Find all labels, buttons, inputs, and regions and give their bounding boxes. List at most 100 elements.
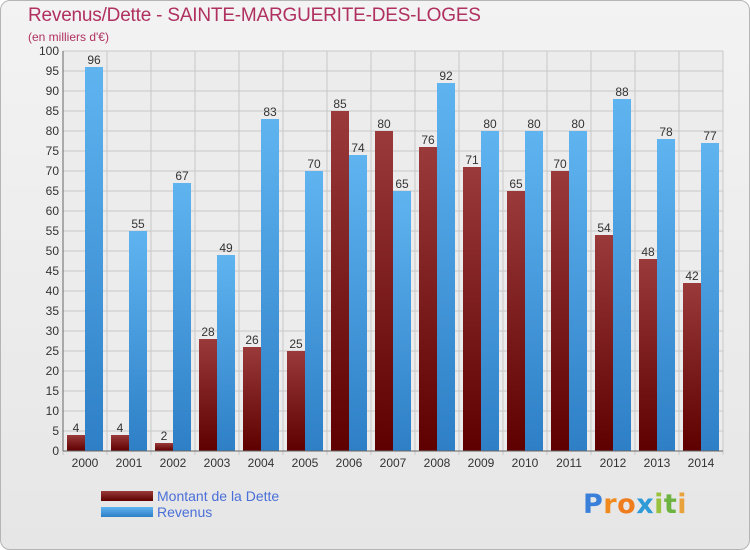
data-label-debt: 85 xyxy=(333,97,347,111)
bar-revenue xyxy=(657,139,675,451)
y-tick-label: 40 xyxy=(46,284,60,298)
bar-debt xyxy=(287,351,305,451)
data-label-debt: 71 xyxy=(465,153,479,167)
label-layer: 4 96 4 55 2 67 28 49 26 83 25 70 85 74 80 65 76 92 71 80 65 8… xyxy=(73,53,717,443)
x-tick-label: 2012 xyxy=(600,456,627,470)
y-tick-label: 85 xyxy=(46,104,60,118)
y-tick-label: 0 xyxy=(52,444,59,458)
y-tick-label: 30 xyxy=(46,324,60,338)
x-tick-label: 2013 xyxy=(644,456,671,470)
data-label-debt: 70 xyxy=(553,157,567,171)
data-label-revenue: 80 xyxy=(571,117,585,131)
data-label-debt: 48 xyxy=(641,245,655,259)
y-tick-label: 90 xyxy=(46,84,60,98)
logo-letter: P xyxy=(583,489,604,520)
y-tick-label: 100 xyxy=(39,44,59,58)
axis-layer: 0 5 10 15 20 25 30 35 40 45 50 55 60 65 70 75 80 85 90 95 10… xyxy=(39,44,723,470)
y-tick-label: 65 xyxy=(46,184,60,198)
x-tick-label: 2005 xyxy=(292,456,319,470)
data-label-revenue: 88 xyxy=(615,85,629,99)
data-label-revenue: 55 xyxy=(131,217,145,231)
y-tick-label: 15 xyxy=(46,384,60,398)
data-label-debt: 65 xyxy=(509,177,523,191)
y-tick-label: 95 xyxy=(46,64,60,78)
logo-letter: i xyxy=(677,489,688,520)
bar-revenue xyxy=(569,131,587,451)
x-tick-label: 2006 xyxy=(336,456,363,470)
y-tick-label: 45 xyxy=(46,264,60,278)
y-tick-label: 5 xyxy=(52,424,59,438)
data-label-revenue: 74 xyxy=(351,141,365,155)
bar-debt xyxy=(243,347,261,451)
data-label-revenue: 67 xyxy=(175,169,189,183)
data-label-revenue: 77 xyxy=(703,129,717,143)
bar-revenue xyxy=(129,231,147,451)
bar-revenue xyxy=(437,83,455,451)
data-label-revenue: 70 xyxy=(307,157,321,171)
data-label-debt: 4 xyxy=(73,421,80,435)
bar-debt xyxy=(683,283,701,451)
bar-layer xyxy=(67,67,719,451)
x-tick-label: 2014 xyxy=(688,456,715,470)
logo-letter: r xyxy=(603,489,618,520)
data-label-revenue: 78 xyxy=(659,125,673,139)
bar-revenue xyxy=(85,67,103,451)
bar-debt xyxy=(199,339,217,451)
bar-debt xyxy=(419,147,437,451)
bar-revenue xyxy=(393,191,411,451)
legend-swatch-revenue xyxy=(101,507,153,517)
data-label-revenue: 96 xyxy=(87,53,101,67)
bar-revenue xyxy=(701,143,719,451)
proxiti-logo: Proxiti xyxy=(583,489,687,520)
data-label-revenue: 80 xyxy=(483,117,497,131)
y-tick-label: 35 xyxy=(46,304,60,318)
data-label-debt: 2 xyxy=(161,429,168,443)
data-label-debt: 4 xyxy=(117,421,124,435)
bar-revenue xyxy=(525,131,543,451)
x-tick-label: 2002 xyxy=(160,456,187,470)
y-tick-label: 60 xyxy=(46,204,60,218)
x-tick-label: 2001 xyxy=(116,456,143,470)
x-tick-label: 2009 xyxy=(468,456,495,470)
data-label-debt: 28 xyxy=(201,325,215,339)
bar-debt xyxy=(155,443,173,451)
data-label-revenue: 65 xyxy=(395,177,409,191)
bar-debt xyxy=(463,167,481,451)
bar-debt xyxy=(551,171,569,451)
bar-debt xyxy=(331,111,349,451)
x-tick-label: 2010 xyxy=(512,456,539,470)
bar-debt xyxy=(111,435,129,451)
logo-letter: x xyxy=(636,489,655,520)
bar-revenue xyxy=(217,255,235,451)
x-tick-label: 2003 xyxy=(204,456,231,470)
data-label-debt: 54 xyxy=(597,221,611,235)
bar-debt xyxy=(67,435,85,451)
chart-subtitle: (en milliers d'€) xyxy=(28,30,109,44)
x-tick-label: 2011 xyxy=(556,456,582,470)
bar-revenue xyxy=(305,171,323,451)
data-label-debt: 76 xyxy=(421,133,435,147)
bar-revenue xyxy=(173,183,191,451)
data-label-debt: 25 xyxy=(289,337,303,351)
y-tick-label: 55 xyxy=(46,224,60,238)
bar-debt xyxy=(639,259,657,451)
y-tick-label: 75 xyxy=(46,144,60,158)
legend-label-debt: Montant de la Dette xyxy=(157,488,280,504)
data-label-debt: 26 xyxy=(245,333,259,347)
data-label-debt: 42 xyxy=(685,269,699,283)
legend-swatch-debt xyxy=(101,491,153,501)
bar-revenue xyxy=(613,99,631,451)
bar-revenue xyxy=(349,155,367,451)
logo-letter: t xyxy=(663,489,678,520)
data-label-revenue: 80 xyxy=(527,117,541,131)
logo-letter: o xyxy=(617,489,637,520)
x-tick-label: 2007 xyxy=(380,456,407,470)
data-label-revenue: 83 xyxy=(263,105,277,119)
x-tick-label: 2008 xyxy=(424,456,451,470)
logo-letter: i xyxy=(654,489,664,520)
bar-revenue xyxy=(481,131,499,451)
bar-debt xyxy=(507,191,525,451)
legend-label-revenue: Revenus xyxy=(157,504,213,520)
